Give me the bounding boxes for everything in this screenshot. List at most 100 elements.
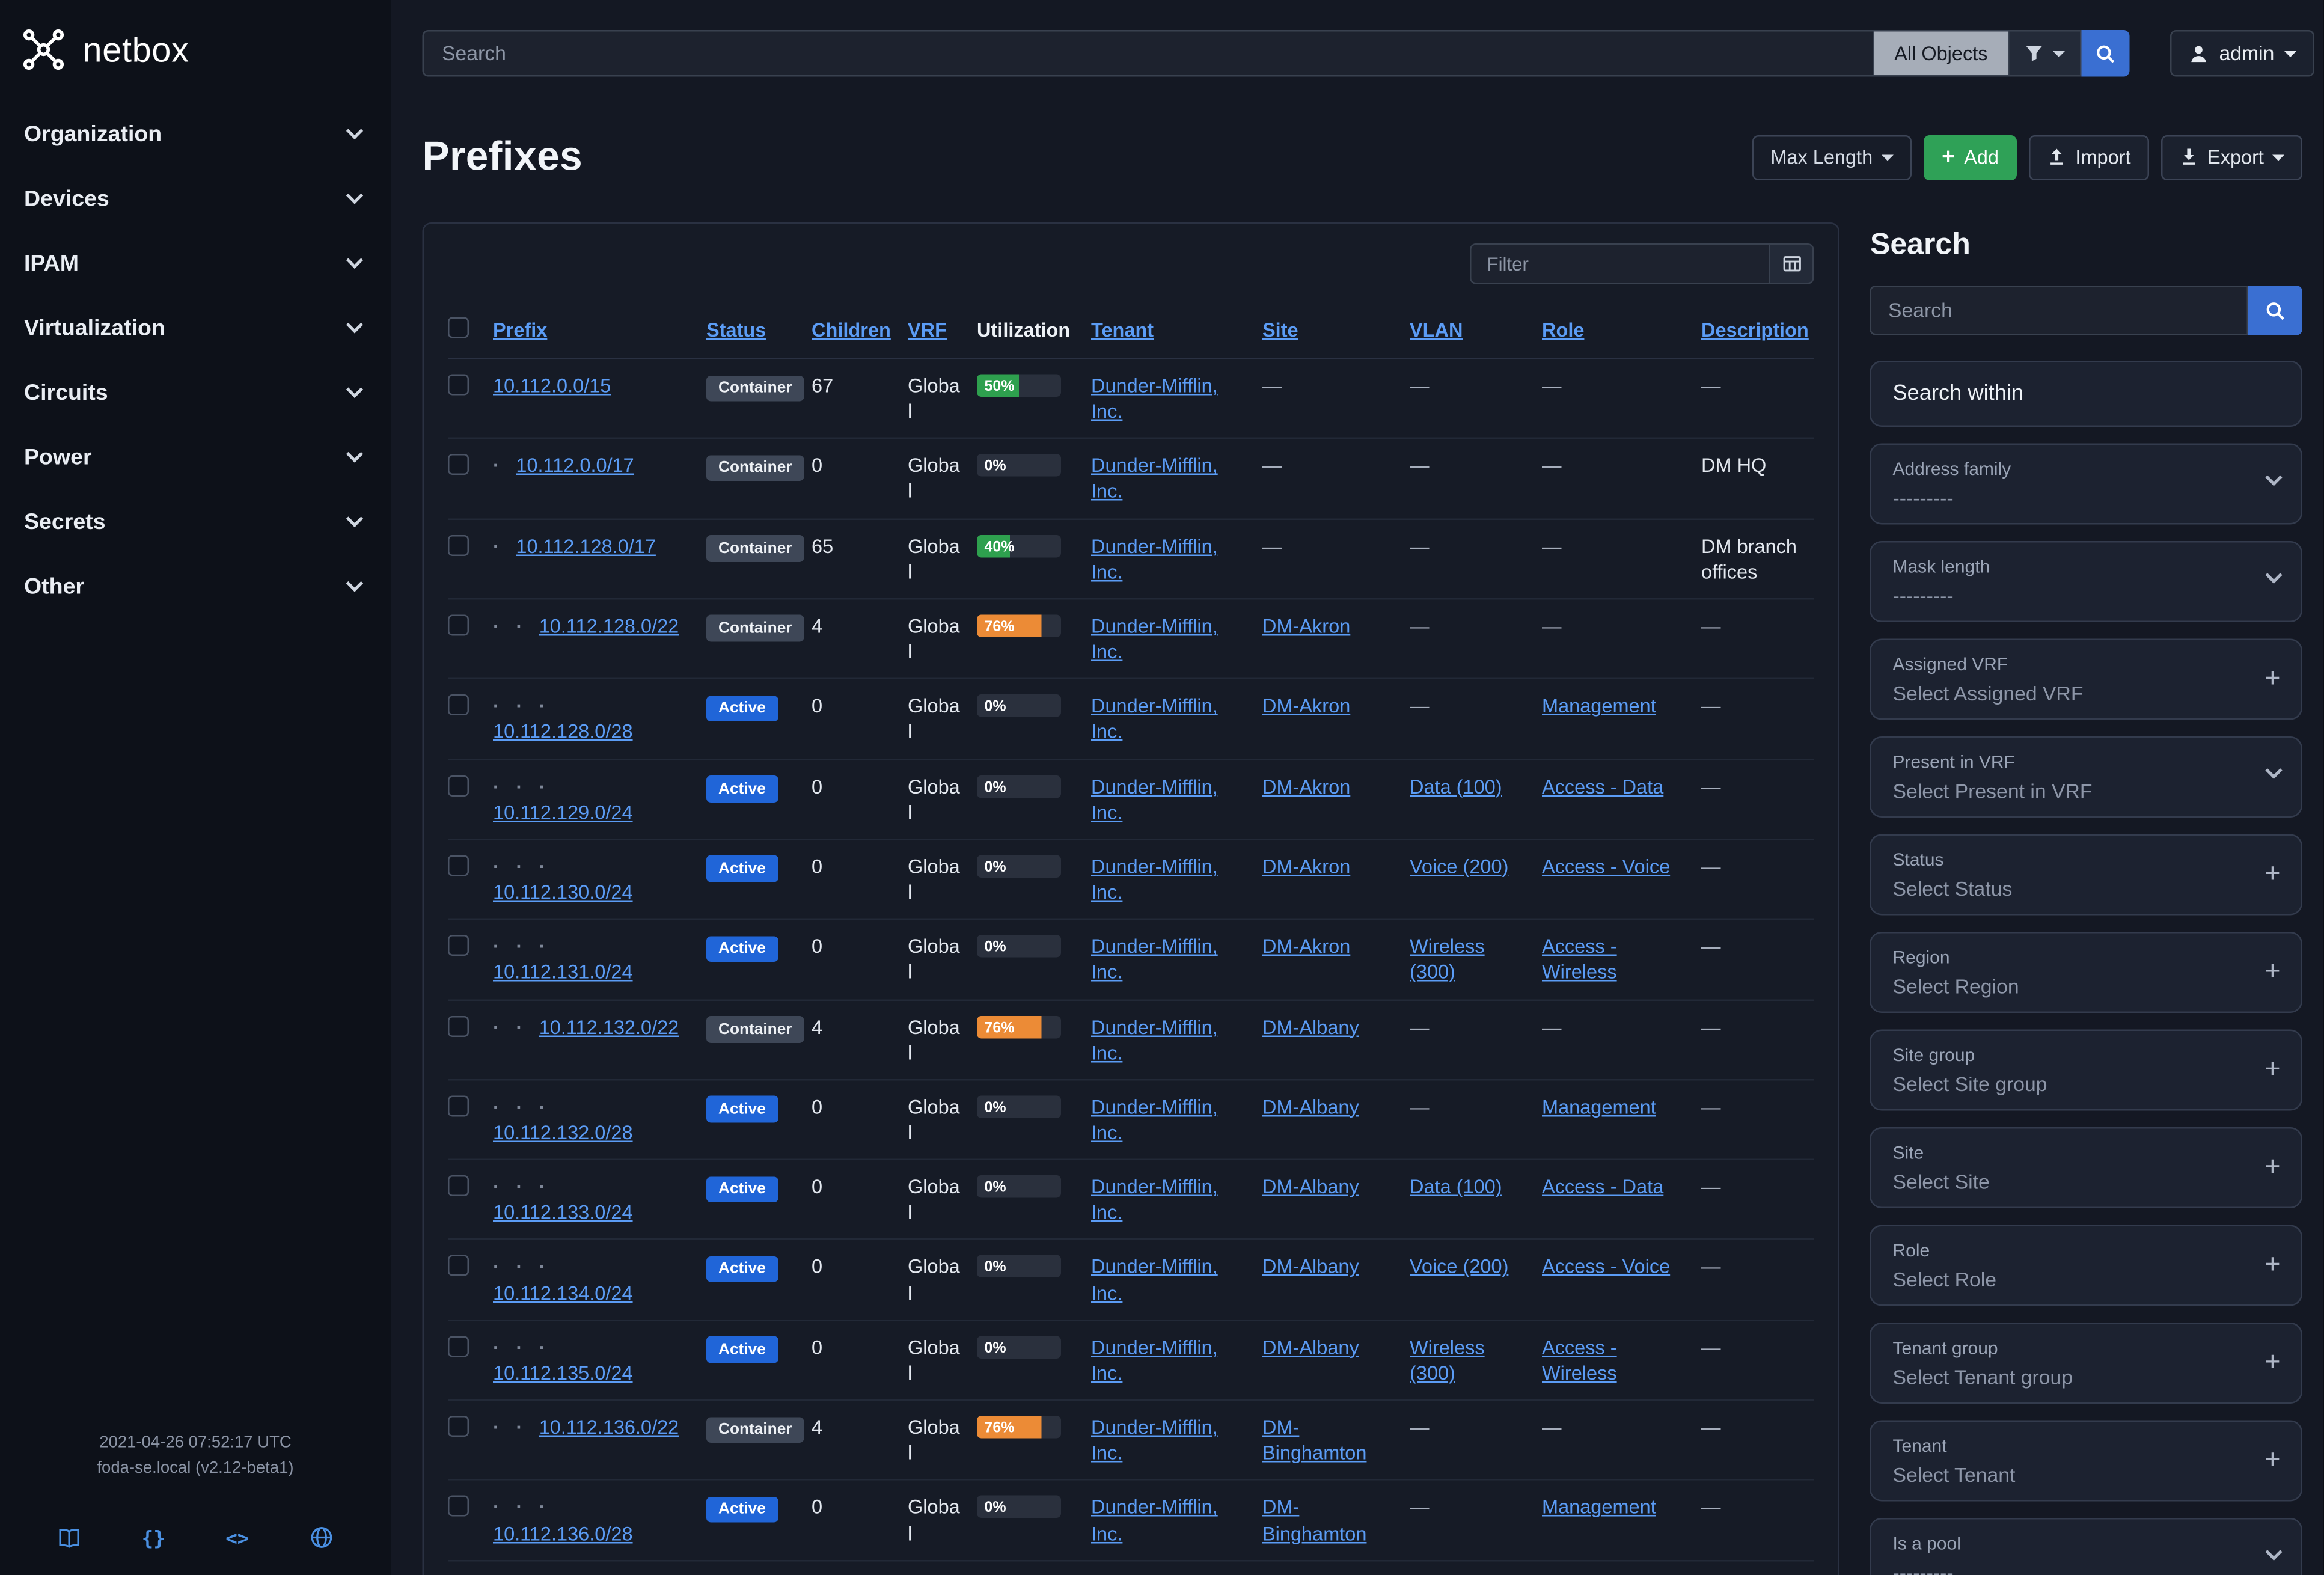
sidebar-item-power[interactable]: Power xyxy=(0,426,391,491)
prefix-link[interactable]: 10.112.128.0/22 xyxy=(539,614,679,637)
search-submit-button[interactable] xyxy=(2081,30,2129,77)
max-length-button[interactable]: Max Length xyxy=(1752,134,1912,180)
prefix-link[interactable]: 10.112.135.0/24 xyxy=(493,1361,633,1384)
site-link[interactable]: DM-Akron xyxy=(1262,855,1351,878)
row-checkbox[interactable] xyxy=(448,1255,469,1277)
select-all-checkbox[interactable] xyxy=(448,317,469,338)
filter-field-present-in-vrf[interactable]: Present in VRF Select Present in VRF xyxy=(1870,736,2303,818)
column-sort-site[interactable]: Site xyxy=(1262,317,1298,341)
column-sort-vlan[interactable]: VLAN xyxy=(1410,317,1463,341)
site-link[interactable]: DM-Binghamton xyxy=(1262,1496,1367,1544)
prefix-link[interactable]: 10.112.131.0/24 xyxy=(493,961,633,983)
filter-field-site-group[interactable]: Site group Select Site group + xyxy=(1870,1029,2303,1111)
export-button[interactable]: Export xyxy=(2160,134,2303,180)
row-checkbox[interactable] xyxy=(448,1496,469,1517)
row-checkbox[interactable] xyxy=(448,454,469,476)
tenant-link[interactable]: Dunder-Mifflin, Inc. xyxy=(1091,694,1218,744)
table-configure-button[interactable] xyxy=(1770,243,1815,284)
sidebar-item-ipam[interactable]: IPAM xyxy=(0,231,391,296)
panel-search-button[interactable] xyxy=(2248,286,2303,335)
filter-field-status[interactable]: Status Select Status + xyxy=(1870,834,2303,916)
site-link[interactable]: DM-Akron xyxy=(1262,935,1351,958)
site-link[interactable]: DM-Albany xyxy=(1262,1175,1359,1198)
role-link[interactable]: Access - Voice xyxy=(1542,855,1671,878)
rest-api-braces-icon[interactable]: {} xyxy=(141,1528,165,1552)
user-menu-button[interactable]: admin xyxy=(2170,30,2315,77)
column-sort-status[interactable]: Status xyxy=(706,317,766,341)
sidebar-item-other[interactable]: Other xyxy=(0,555,391,620)
row-checkbox[interactable] xyxy=(448,1175,469,1197)
filter-field-assigned-vrf[interactable]: Assigned VRF Select Assigned VRF + xyxy=(1870,638,2303,720)
filter-field-region[interactable]: Region Select Region + xyxy=(1870,932,2303,1013)
row-checkbox[interactable] xyxy=(448,374,469,396)
role-link[interactable]: Access - Voice xyxy=(1542,1255,1671,1279)
site-link[interactable]: DM-Akron xyxy=(1262,774,1351,798)
vlan-link[interactable]: Wireless (300) xyxy=(1410,935,1485,983)
role-link[interactable]: Access - Wireless xyxy=(1542,935,1617,983)
prefix-link[interactable]: 10.112.128.0/17 xyxy=(516,534,656,557)
vlan-link[interactable]: Data (100) xyxy=(1410,1175,1502,1198)
tenant-link[interactable]: Dunder-Mifflin, Inc. xyxy=(1091,1335,1218,1384)
prefix-link[interactable]: 10.112.128.0/28 xyxy=(493,720,633,744)
filter-field-address-family[interactable]: Address family --------- xyxy=(1870,443,2303,525)
sidebar-item-devices[interactable]: Devices xyxy=(0,167,391,232)
role-link[interactable]: Management xyxy=(1542,694,1656,718)
code-icon[interactable]: <> xyxy=(225,1528,249,1552)
sidebar-item-circuits[interactable]: Circuits xyxy=(0,361,391,426)
row-checkbox[interactable] xyxy=(448,1095,469,1117)
prefix-link[interactable]: 10.112.136.0/28 xyxy=(493,1521,633,1544)
tenant-link[interactable]: Dunder-Mifflin, Inc. xyxy=(1091,1496,1218,1544)
row-checkbox[interactable] xyxy=(448,774,469,796)
vlan-link[interactable]: Voice (200) xyxy=(1410,855,1509,878)
tenant-link[interactable]: Dunder-Mifflin, Inc. xyxy=(1091,1416,1218,1464)
tenant-link[interactable]: Dunder-Mifflin, Inc. xyxy=(1091,1255,1218,1304)
vlan-link[interactable]: Data (100) xyxy=(1410,774,1502,798)
globe-icon[interactable] xyxy=(310,1526,334,1555)
site-link[interactable]: DM-Albany xyxy=(1262,1255,1359,1279)
column-sort-tenant[interactable]: Tenant xyxy=(1091,317,1154,341)
row-checkbox[interactable] xyxy=(448,935,469,956)
panel-search-input[interactable] xyxy=(1870,286,2249,335)
tenant-link[interactable]: Dunder-Mifflin, Inc. xyxy=(1091,614,1218,663)
site-link[interactable]: DM-Albany xyxy=(1262,1095,1359,1118)
site-link[interactable]: DM-Binghamton xyxy=(1262,1416,1367,1464)
filter-field-tenant-group[interactable]: Tenant group Select Tenant group + xyxy=(1870,1323,2303,1404)
site-link[interactable]: DM-Albany xyxy=(1262,1335,1359,1359)
filter-field-tenant[interactable]: Tenant Select Tenant + xyxy=(1870,1420,2303,1502)
site-link[interactable]: DM-Akron xyxy=(1262,614,1351,637)
column-sort-description[interactable]: Description xyxy=(1701,317,1809,341)
filter-field-mask-length[interactable]: Mask length --------- xyxy=(1870,541,2303,622)
row-checkbox[interactable] xyxy=(448,1335,469,1357)
tenant-link[interactable]: Dunder-Mifflin, Inc. xyxy=(1091,374,1218,423)
docs-book-icon[interactable] xyxy=(57,1526,81,1553)
prefix-link[interactable]: 10.112.129.0/24 xyxy=(493,800,633,824)
prefix-link[interactable]: 10.112.136.0/22 xyxy=(539,1416,679,1439)
site-link[interactable]: DM-Albany xyxy=(1262,1015,1359,1038)
tenant-link[interactable]: Dunder-Mifflin, Inc. xyxy=(1091,454,1218,503)
global-search-input[interactable] xyxy=(422,30,1875,77)
filter-field-site[interactable]: Site Select Site + xyxy=(1870,1127,2303,1208)
vlan-link[interactable]: Voice (200) xyxy=(1410,1255,1509,1279)
filter-field-role[interactable]: Role Select Role + xyxy=(1870,1225,2303,1306)
column-sort-role[interactable]: Role xyxy=(1542,317,1585,341)
row-checkbox[interactable] xyxy=(448,1416,469,1437)
vlan-link[interactable]: Wireless (300) xyxy=(1410,1335,1485,1384)
row-checkbox[interactable] xyxy=(448,1015,469,1036)
tenant-link[interactable]: Dunder-Mifflin, Inc. xyxy=(1091,774,1218,824)
tenant-link[interactable]: Dunder-Mifflin, Inc. xyxy=(1091,1015,1218,1064)
import-button[interactable]: Import xyxy=(2028,134,2149,180)
search-filter-dropdown[interactable] xyxy=(2008,30,2081,77)
prefix-link[interactable]: 10.112.0.0/17 xyxy=(516,454,634,477)
tenant-link[interactable]: Dunder-Mifflin, Inc. xyxy=(1091,935,1218,983)
prefix-link[interactable]: 10.112.133.0/24 xyxy=(493,1201,633,1224)
role-link[interactable]: Access - Data xyxy=(1542,1175,1664,1198)
column-sort-children[interactable]: Children xyxy=(812,317,891,341)
prefix-link[interactable]: 10.112.0.0/15 xyxy=(493,374,611,397)
role-link[interactable]: Management xyxy=(1542,1496,1656,1518)
tenant-link[interactable]: Dunder-Mifflin, Inc. xyxy=(1091,1095,1218,1144)
role-link[interactable]: Access - Wireless xyxy=(1542,1335,1617,1384)
filter-field-is-a-pool[interactable]: Is a pool --------- xyxy=(1870,1518,2303,1575)
column-sort-vrf[interactable]: VRF xyxy=(908,317,947,341)
search-within-card[interactable]: Search within xyxy=(1870,361,2303,427)
prefix-link[interactable]: 10.112.132.0/22 xyxy=(539,1015,679,1038)
